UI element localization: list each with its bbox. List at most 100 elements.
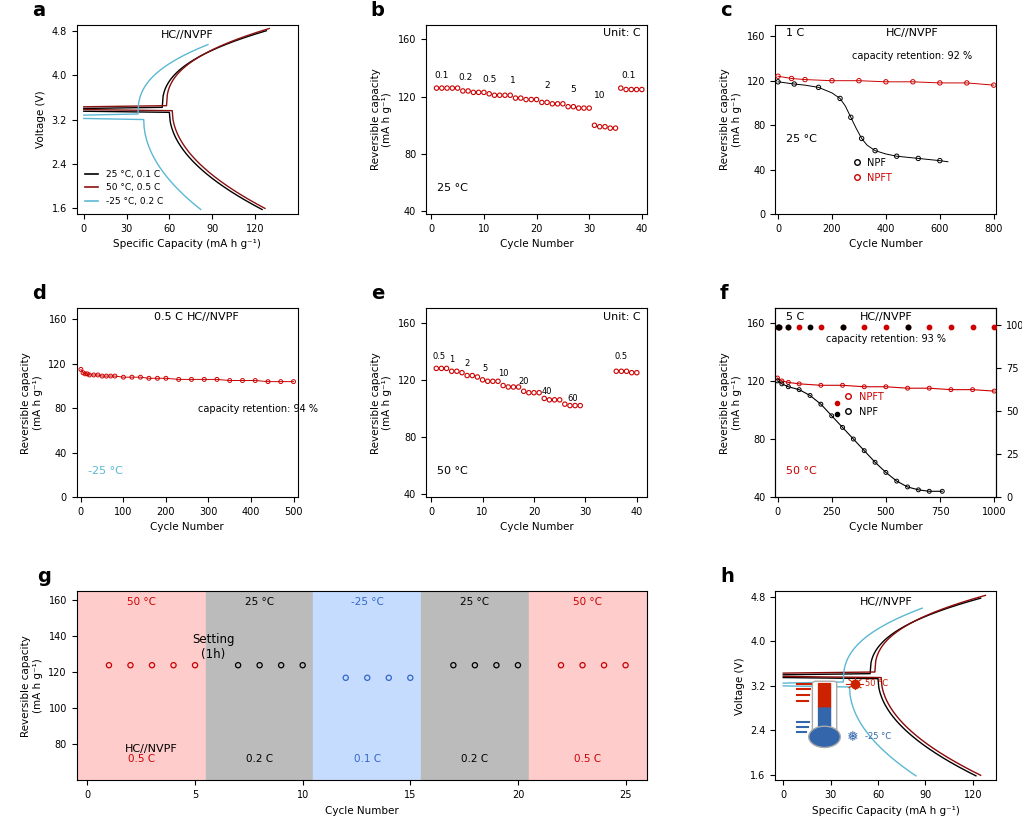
Text: b: b [371,1,384,20]
Point [608,365,624,378]
Text: 20: 20 [518,377,529,386]
Point [528,93,545,107]
Text: 0.1: 0.1 [621,70,636,80]
Text: HC//NVPF: HC//NVPF [860,311,913,321]
X-axis label: Specific Capacity (mA h g⁻¹): Specific Capacity (mA h g⁻¹) [113,239,262,249]
Point [932,154,948,167]
Point [542,393,558,407]
Text: f: f [721,284,729,303]
Point [489,659,505,672]
Point [550,97,566,111]
Point [850,74,867,87]
Text: 1: 1 [510,76,516,86]
Point [780,376,796,389]
Point [438,81,455,95]
Point [520,386,537,399]
Point [273,659,289,672]
Text: 0.5: 0.5 [432,352,446,362]
Point [460,84,476,97]
Point [79,367,95,381]
Point [812,398,829,411]
Text: 1: 1 [449,355,455,364]
Point [786,77,802,91]
X-axis label: Cycle Number: Cycle Number [849,239,923,249]
Point [260,375,276,388]
Legend: 25 °C, 0.1 C, 50 °C, 0.5 C, -25 °C, 0.2 C: 25 °C, 0.1 C, 50 °C, 0.5 C, -25 °C, 0.2 … [81,166,167,210]
Point [783,72,799,86]
Point [428,362,445,375]
Text: HC//NVPF: HC//NVPF [160,30,214,40]
Point [433,362,450,375]
Point [791,378,807,391]
Point [500,380,516,393]
Point [294,659,311,672]
Point [73,362,89,376]
Text: 2: 2 [545,81,550,90]
Text: 5: 5 [482,363,487,373]
X-axis label: Cycle Number: Cycle Number [150,523,224,533]
Point [856,320,873,334]
Text: 0.5 C: 0.5 C [154,311,183,321]
Point [81,368,97,382]
Point [102,369,119,383]
Text: a: a [33,1,46,20]
Point [899,320,916,334]
Point [899,382,916,395]
Point [492,89,508,102]
Point [911,483,927,497]
Y-axis label: Reversible capacity
(mA h g⁻¹): Reversible capacity (mA h g⁻¹) [371,352,392,454]
Point [531,386,548,399]
Point [921,320,937,334]
Y-axis label: Reversible capacity
(mA h g⁻¹): Reversible capacity (mA h g⁻¹) [719,352,742,454]
Point [445,81,461,95]
Point [230,659,246,672]
Legend: NPFT, NPF: NPFT, NPF [842,388,887,420]
Point [359,671,375,685]
Text: 40: 40 [542,387,552,395]
Point [183,373,199,386]
Point [75,366,91,379]
Point [853,132,870,145]
Point [834,320,850,334]
Point [629,366,645,379]
Point [115,371,132,384]
Text: 0.5: 0.5 [615,352,628,362]
Point [824,409,840,423]
Point [618,83,635,96]
Y-axis label: Reversible capacity
(mA h g⁻¹): Reversible capacity (mA h g⁻¹) [719,69,742,170]
Point [834,320,850,334]
Point [449,365,465,378]
Text: capacity retention: 94 %: capacity retention: 94 % [198,404,318,414]
Text: Unit: C: Unit: C [603,311,641,321]
Point [157,372,174,385]
Text: 50 °C: 50 °C [573,597,602,607]
Point [824,74,840,87]
Point [510,659,526,672]
Point [77,367,93,381]
Point [510,380,526,393]
Point [567,399,584,412]
Point [450,81,466,95]
Point [479,374,496,388]
Legend: NPF, NPFT: NPF, NPFT [851,154,896,186]
Y-axis label: Reversible capacity
(mA h g⁻¹): Reversible capacity (mA h g⁻¹) [21,635,43,737]
Point [547,393,563,407]
Text: capacity retention: 92 %: capacity retention: 92 % [852,51,973,61]
Point [171,373,187,386]
Point [791,383,807,396]
Text: 25 °C: 25 °C [245,597,274,607]
Bar [205,591,314,780]
Point [888,474,904,487]
Point [475,86,492,99]
Point [467,659,483,672]
Text: e: e [371,284,384,303]
Point [455,84,471,97]
Point [337,671,354,685]
Text: Setting
(1h): Setting (1h) [192,633,235,660]
Point [959,76,975,90]
Point [149,372,166,385]
Point [780,320,796,334]
Point [797,73,814,86]
Text: 0.2 C: 0.2 C [461,753,489,763]
Point [629,83,645,96]
